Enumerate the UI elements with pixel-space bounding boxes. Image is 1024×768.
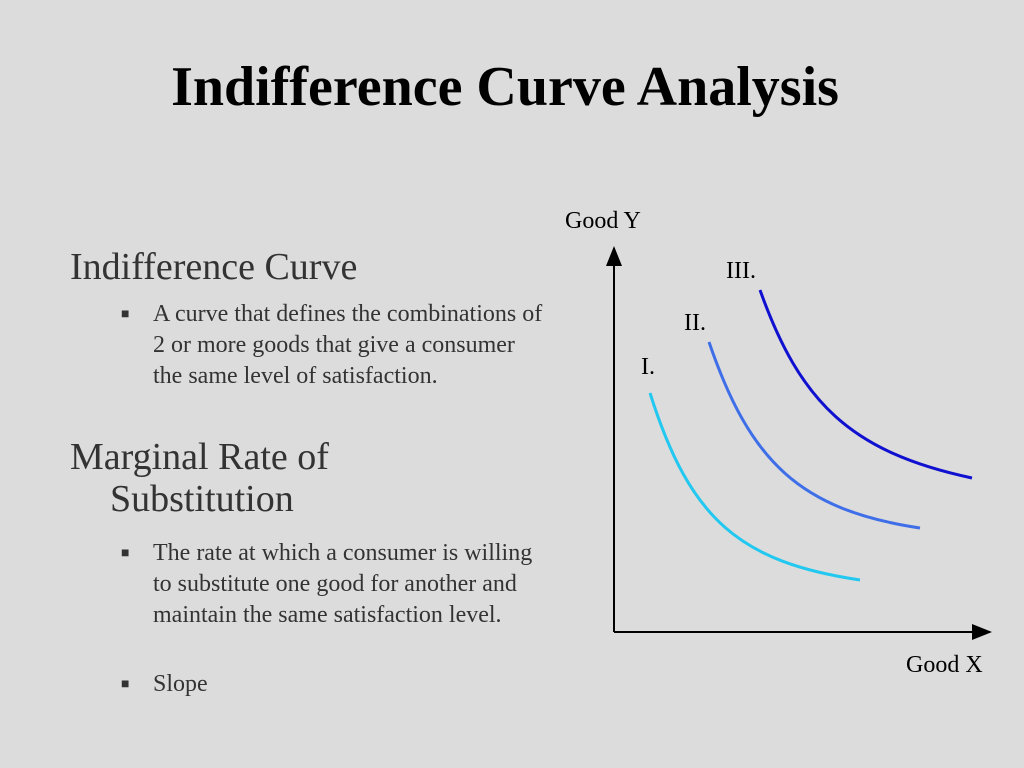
indifference-curve: [707, 341, 921, 530]
indifference-curve: [758, 289, 973, 480]
curve-label: III.: [726, 258, 756, 284]
curve-label: II.: [684, 310, 706, 336]
section-heading: Marginal Rate of Substitution: [70, 436, 329, 520]
indifference-curve: [648, 392, 861, 582]
x-axis-label: Good X: [906, 652, 983, 678]
bullet-text: A curve that defines the combinations of…: [121, 299, 543, 392]
bullet-text: The rate at which a consumer is willing …: [121, 538, 543, 631]
y-axis-label: Good Y: [565, 208, 641, 234]
curve-label: I.: [641, 354, 655, 380]
slide-title: Indifference Curve Analysis: [171, 56, 839, 118]
section-heading: Indifference Curve: [70, 246, 358, 288]
bullet-text: Slope: [121, 669, 543, 700]
